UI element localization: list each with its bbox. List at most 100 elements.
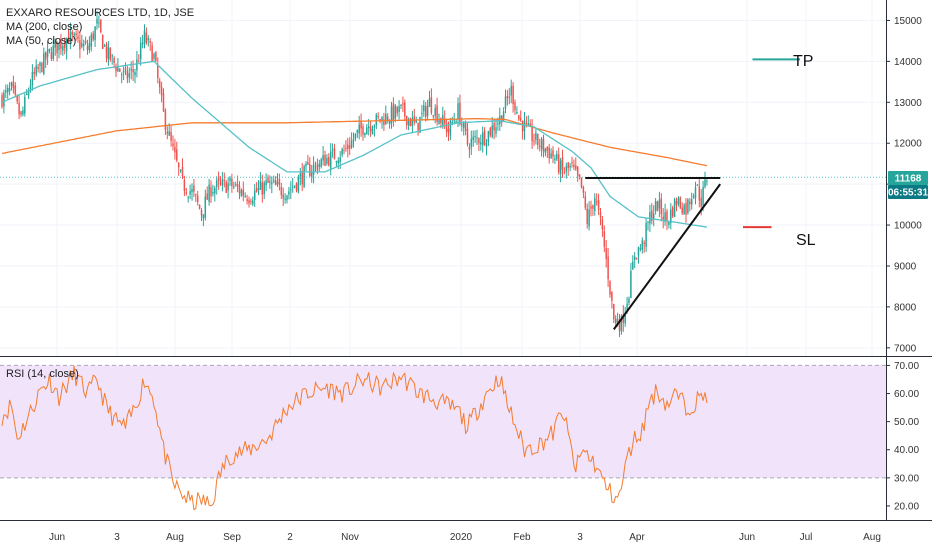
candle-body bbox=[204, 196, 207, 218]
candle-body bbox=[347, 144, 349, 149]
drawings[interactable] bbox=[585, 58, 800, 330]
candle-body bbox=[369, 126, 372, 132]
candle-body bbox=[430, 97, 433, 114]
rsi-legend[interactable]: RSI (14, close) bbox=[6, 367, 79, 381]
candle-body bbox=[337, 160, 340, 164]
candle-body bbox=[280, 186, 283, 196]
candle-body bbox=[573, 164, 575, 167]
candle-body bbox=[288, 191, 290, 195]
candle-body bbox=[554, 158, 556, 160]
rsi-tick-label: 70.00 bbox=[894, 361, 919, 372]
chart-legend[interactable]: EXXARO RESOURCES LTD, 1D, JSE MA (200, c… bbox=[6, 6, 194, 48]
candle-body bbox=[409, 118, 412, 127]
candle-body bbox=[614, 318, 617, 323]
candle-body bbox=[679, 197, 682, 209]
candle-body bbox=[649, 212, 651, 224]
candle-body bbox=[404, 102, 406, 117]
candle-body bbox=[474, 136, 476, 138]
candle-body bbox=[411, 118, 414, 126]
candle-body bbox=[136, 59, 138, 71]
candle-body bbox=[637, 247, 640, 256]
candle-body bbox=[493, 123, 495, 131]
candle-body bbox=[198, 204, 201, 209]
support-trendline bbox=[612, 183, 722, 330]
candle-body bbox=[485, 143, 488, 147]
candle-body bbox=[689, 201, 691, 204]
candle-body bbox=[307, 162, 309, 165]
candle-body bbox=[284, 198, 286, 200]
candle-body bbox=[535, 132, 537, 141]
candle-body bbox=[196, 195, 199, 203]
candle-body bbox=[134, 72, 136, 76]
ma50-legend[interactable]: MA (50, close) bbox=[6, 35, 77, 47]
candle-body bbox=[597, 199, 600, 210]
candle-body bbox=[527, 123, 530, 125]
candle-body bbox=[212, 192, 214, 194]
candle-body bbox=[174, 146, 176, 153]
candle-body bbox=[320, 159, 322, 167]
candle-body bbox=[221, 179, 224, 186]
candle-body bbox=[90, 34, 93, 47]
candle-body bbox=[24, 96, 26, 114]
candle-body bbox=[248, 200, 250, 204]
candle-body bbox=[65, 38, 68, 52]
candle-body bbox=[611, 291, 613, 301]
candle-body bbox=[388, 120, 391, 125]
candle-body bbox=[48, 48, 51, 52]
candle-body bbox=[103, 45, 106, 47]
symbol-title[interactable]: EXXARO RESOURCES LTD, 1D, JSE bbox=[6, 7, 195, 19]
time-tick-label: Aug bbox=[166, 532, 184, 543]
candle-body bbox=[632, 261, 634, 270]
candle-body bbox=[3, 92, 5, 107]
candle-body bbox=[172, 143, 174, 147]
candle-body bbox=[478, 138, 480, 144]
rsi-title[interactable]: RSI (14, close) bbox=[6, 368, 79, 380]
candle-body bbox=[694, 187, 697, 199]
candle-body bbox=[141, 42, 144, 44]
candle-body bbox=[666, 211, 668, 222]
candle-body bbox=[373, 125, 376, 128]
candle-body bbox=[227, 183, 229, 191]
candle-body bbox=[166, 131, 169, 134]
candle-body bbox=[348, 145, 351, 149]
candle-body bbox=[5, 90, 7, 93]
candle-body bbox=[335, 161, 338, 163]
candle-body bbox=[362, 126, 364, 135]
candle-body bbox=[158, 80, 161, 88]
time-tick-label: 2 bbox=[287, 532, 293, 543]
candle-body bbox=[360, 121, 362, 129]
candle-body bbox=[660, 198, 663, 215]
rsi-tick-label: 20.00 bbox=[894, 501, 919, 512]
candle-body bbox=[690, 198, 693, 205]
candle-body bbox=[472, 136, 474, 141]
candle-body bbox=[464, 121, 467, 131]
candle-body bbox=[181, 167, 184, 177]
candle-body bbox=[210, 187, 212, 197]
candle-body bbox=[272, 180, 275, 182]
candle-body bbox=[662, 216, 664, 220]
candle-body bbox=[586, 208, 588, 225]
candle-body bbox=[252, 200, 254, 205]
candle-body bbox=[143, 30, 146, 45]
candle-body bbox=[162, 93, 165, 112]
candle-body bbox=[375, 114, 378, 126]
candle-body bbox=[128, 73, 131, 78]
candle-body bbox=[58, 42, 60, 51]
candle-body bbox=[269, 180, 271, 183]
candle-body bbox=[276, 181, 279, 185]
candle-body bbox=[451, 122, 454, 124]
candle-body bbox=[343, 149, 345, 151]
time-axis[interactable]: Jun 3 Aug Sep 2 Nov 2020 Feb 3 Apr Jun Jul Aug bbox=[49, 532, 881, 543]
rsi-axis[interactable]: 70.00 60.00 50.00 40.00 30.00 20.00 bbox=[886, 361, 919, 513]
candle-body bbox=[341, 149, 343, 155]
candle-body bbox=[10, 82, 13, 86]
ma200-line bbox=[1, 118, 708, 167]
candle-body bbox=[214, 188, 216, 194]
candle-body bbox=[54, 41, 56, 48]
candle-body bbox=[483, 130, 486, 145]
candle-body bbox=[616, 319, 619, 325]
candle-body bbox=[402, 103, 404, 105]
ma200-legend[interactable]: MA (200, close) bbox=[6, 21, 83, 33]
candle-body bbox=[177, 163, 180, 168]
